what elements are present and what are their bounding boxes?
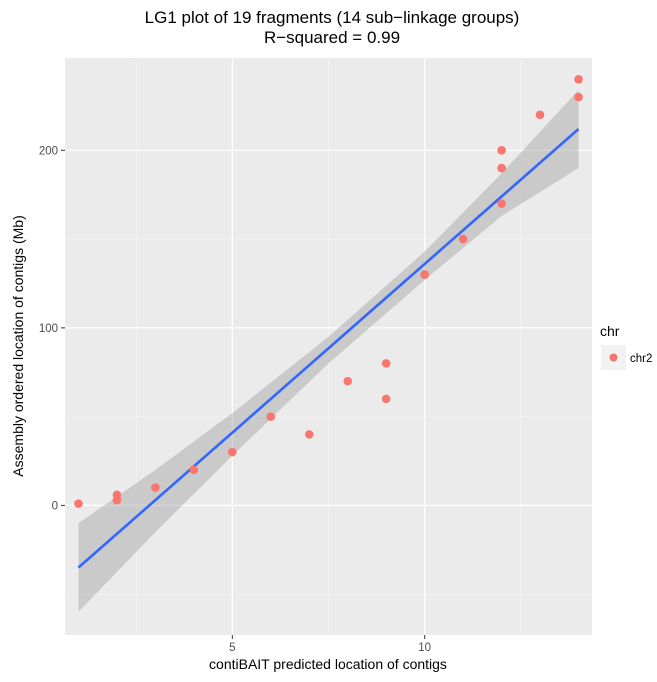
legend-key-chr2 [609, 353, 618, 362]
y-tick-label: 100 [39, 323, 58, 335]
y-axis-ticks: 0 100 200 [39, 145, 65, 512]
data-point [381, 394, 391, 404]
legend: chr chr2 [600, 323, 652, 370]
data-point [574, 92, 583, 102]
x-axis-title: contiBAIT predicted location of contigs [209, 656, 447, 672]
x-tick-label: 10 [418, 642, 431, 654]
grid-minor [65, 58, 592, 635]
legend-label-chr2: chr2 [630, 353, 652, 365]
data-point [497, 146, 506, 155]
data-point [112, 490, 122, 500]
data-point [151, 483, 160, 492]
y-axis-title: Assembly ordered location of contigs (Mb… [10, 215, 26, 476]
data-point [497, 163, 506, 173]
fit-line-layer [77, 128, 580, 569]
grid-major [65, 58, 592, 635]
confidence-band-layer [78, 89, 579, 612]
x-axis-ticks: 5 10 [229, 635, 431, 654]
data-point [458, 234, 468, 244]
data-points-layer [74, 75, 583, 508]
data-point [535, 110, 545, 120]
data-point [381, 359, 391, 368]
data-point [228, 447, 237, 457]
data-point [304, 430, 314, 439]
chart-title: LG1 plot of 19 fragments (14 sub−linkage… [145, 8, 520, 27]
data-point [266, 412, 276, 421]
legend-title: chr [600, 323, 620, 339]
y-tick-label: 200 [39, 145, 58, 157]
data-point [343, 376, 353, 386]
confidence-band [78, 89, 579, 612]
data-point [497, 199, 506, 208]
data-point [74, 499, 83, 508]
y-tick-label: 0 [52, 500, 58, 512]
data-point [189, 465, 199, 475]
x-tick-label: 5 [229, 642, 235, 654]
data-point [420, 270, 429, 279]
fit-line [77, 128, 580, 569]
data-point [574, 75, 583, 84]
chart-subtitle: R−squared = 0.99 [264, 28, 400, 47]
